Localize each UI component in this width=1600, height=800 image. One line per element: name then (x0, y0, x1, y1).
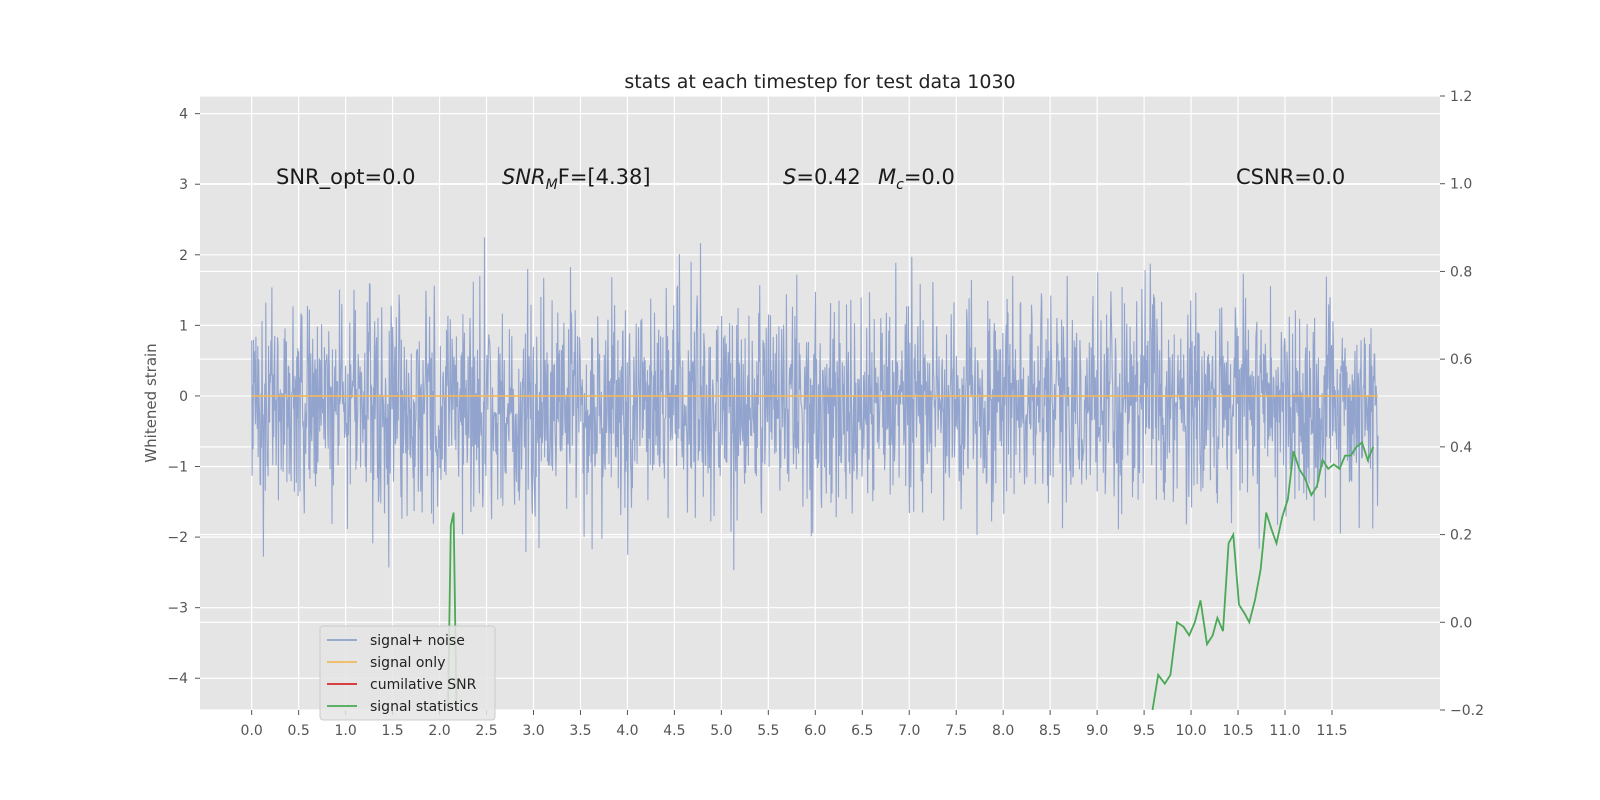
y2-tick-label-5: 0.2 (1450, 528, 1472, 544)
x-tick-label-11: 5.5 (757, 723, 779, 739)
legend-box (319, 625, 496, 721)
y2-tick-label-6: 0.0 (1450, 615, 1472, 631)
x-tick-label-0: 0.0 (241, 723, 263, 739)
annotation-snr-opt: SNR_opt=0.0 (276, 165, 416, 190)
x-axis: 0.0 0.5 1.0 1.5 2.0 2.5 3.0 3.5 4.0 4.5 5.0 5.5 6.0 6… (241, 710, 1348, 739)
legend-label-3: signal statistics (370, 699, 478, 715)
series-signal-statistics (447, 440, 1375, 711)
x-tick-label-12: 6.0 (804, 723, 826, 739)
y-tick-label-8: −4 (167, 671, 188, 687)
annotation-mc-rest: =0.0 (904, 165, 955, 189)
legend: signal+ noise signal only cumilative SNR si… (319, 625, 496, 721)
x-tick-label-7: 3.5 (569, 723, 591, 739)
y-axis-title: Whitened strain (142, 343, 160, 462)
y-axis-right: 1.2 1.0 0.8 0.6 0.4 0.2 0.0 −0.2 (1440, 89, 1484, 719)
annotation-mc-main: M (878, 165, 896, 189)
annotation-snr-mf-main: SNR (502, 165, 546, 189)
x-tick-label-8: 4.0 (616, 723, 638, 739)
y-tick-label-0: 4 (179, 107, 188, 123)
annotation-snr-mf-sub: M (546, 177, 558, 193)
x-tick-label-22: 11.0 (1269, 723, 1300, 739)
y-tick-label-5: −1 (167, 460, 188, 476)
y2-tick-label-0: 1.2 (1450, 89, 1472, 105)
x-tick-label-16: 8.0 (992, 723, 1014, 739)
y2-tick-label-4: 0.4 (1450, 440, 1472, 456)
y-tick-label-1: 3 (179, 177, 188, 193)
x-tick-label-21: 10.5 (1222, 723, 1253, 739)
x-tick-label-13: 6.5 (851, 723, 873, 739)
y-tick-label-2: 2 (179, 248, 188, 264)
annotation-mc-sub: c (896, 177, 904, 193)
x-tick-label-10: 5.0 (710, 723, 732, 739)
annotation-mc: Mc=0.0 (878, 165, 955, 193)
x-tick-label-3: 1.5 (381, 723, 403, 739)
x-tick-label-2: 1.0 (334, 723, 356, 739)
x-tick-label-5: 2.5 (475, 723, 497, 739)
signal-statistics-segment-1 (1151, 440, 1375, 711)
legend-label-2: cumilative SNR (370, 677, 477, 693)
signal-plus-noise-line (251, 237, 1379, 571)
y2-tick-label-2: 0.8 (1450, 264, 1472, 280)
signal-statistics-segment-0 (447, 512, 458, 711)
annotation-csnr: CSNR=0.0 (1236, 165, 1345, 189)
x-tick-label-23: 11.5 (1316, 723, 1347, 739)
annotation-s-main: S (783, 165, 796, 189)
x-tick-label-18: 9.0 (1086, 723, 1108, 739)
legend-label-0: signal+ noise (370, 633, 465, 649)
y-axis-left: 4 3 2 1 0 −1 −2 −3 −4 (167, 107, 200, 687)
annotation-s: S=0.42 (783, 165, 861, 189)
y-tick-label-3: 1 (179, 318, 188, 334)
series-signal-plus-noise (251, 237, 1379, 571)
y2-tick-label-3: 0.6 (1450, 352, 1472, 368)
x-tick-label-15: 7.5 (945, 723, 967, 739)
y2-tick-label-7: −0.2 (1450, 703, 1484, 719)
annotation-s-rest: =0.42 (796, 165, 860, 189)
y-tick-label-7: −3 (167, 601, 188, 617)
y-tick-label-6: −2 (167, 530, 188, 546)
annotation-snr-mf: SNRMF=[4.38] (502, 165, 651, 193)
y-tick-label-4: 0 (179, 389, 188, 405)
legend-label-1: signal only (370, 655, 445, 671)
x-tick-label-19: 9.5 (1133, 723, 1155, 739)
annotation-snr-mf-rest: F=[4.38] (558, 165, 651, 189)
x-tick-label-1: 0.5 (288, 723, 310, 739)
x-tick-label-14: 7.0 (898, 723, 920, 739)
x-tick-label-6: 3.0 (522, 723, 544, 739)
x-tick-label-17: 8.5 (1039, 723, 1061, 739)
x-tick-label-20: 10.0 (1175, 723, 1206, 739)
y2-tick-label-1: 1.0 (1450, 177, 1472, 193)
x-tick-label-9: 4.5 (663, 723, 685, 739)
x-tick-label-4: 2.0 (428, 723, 450, 739)
chart-title: stats at each timestep for test data 103… (624, 71, 1015, 93)
